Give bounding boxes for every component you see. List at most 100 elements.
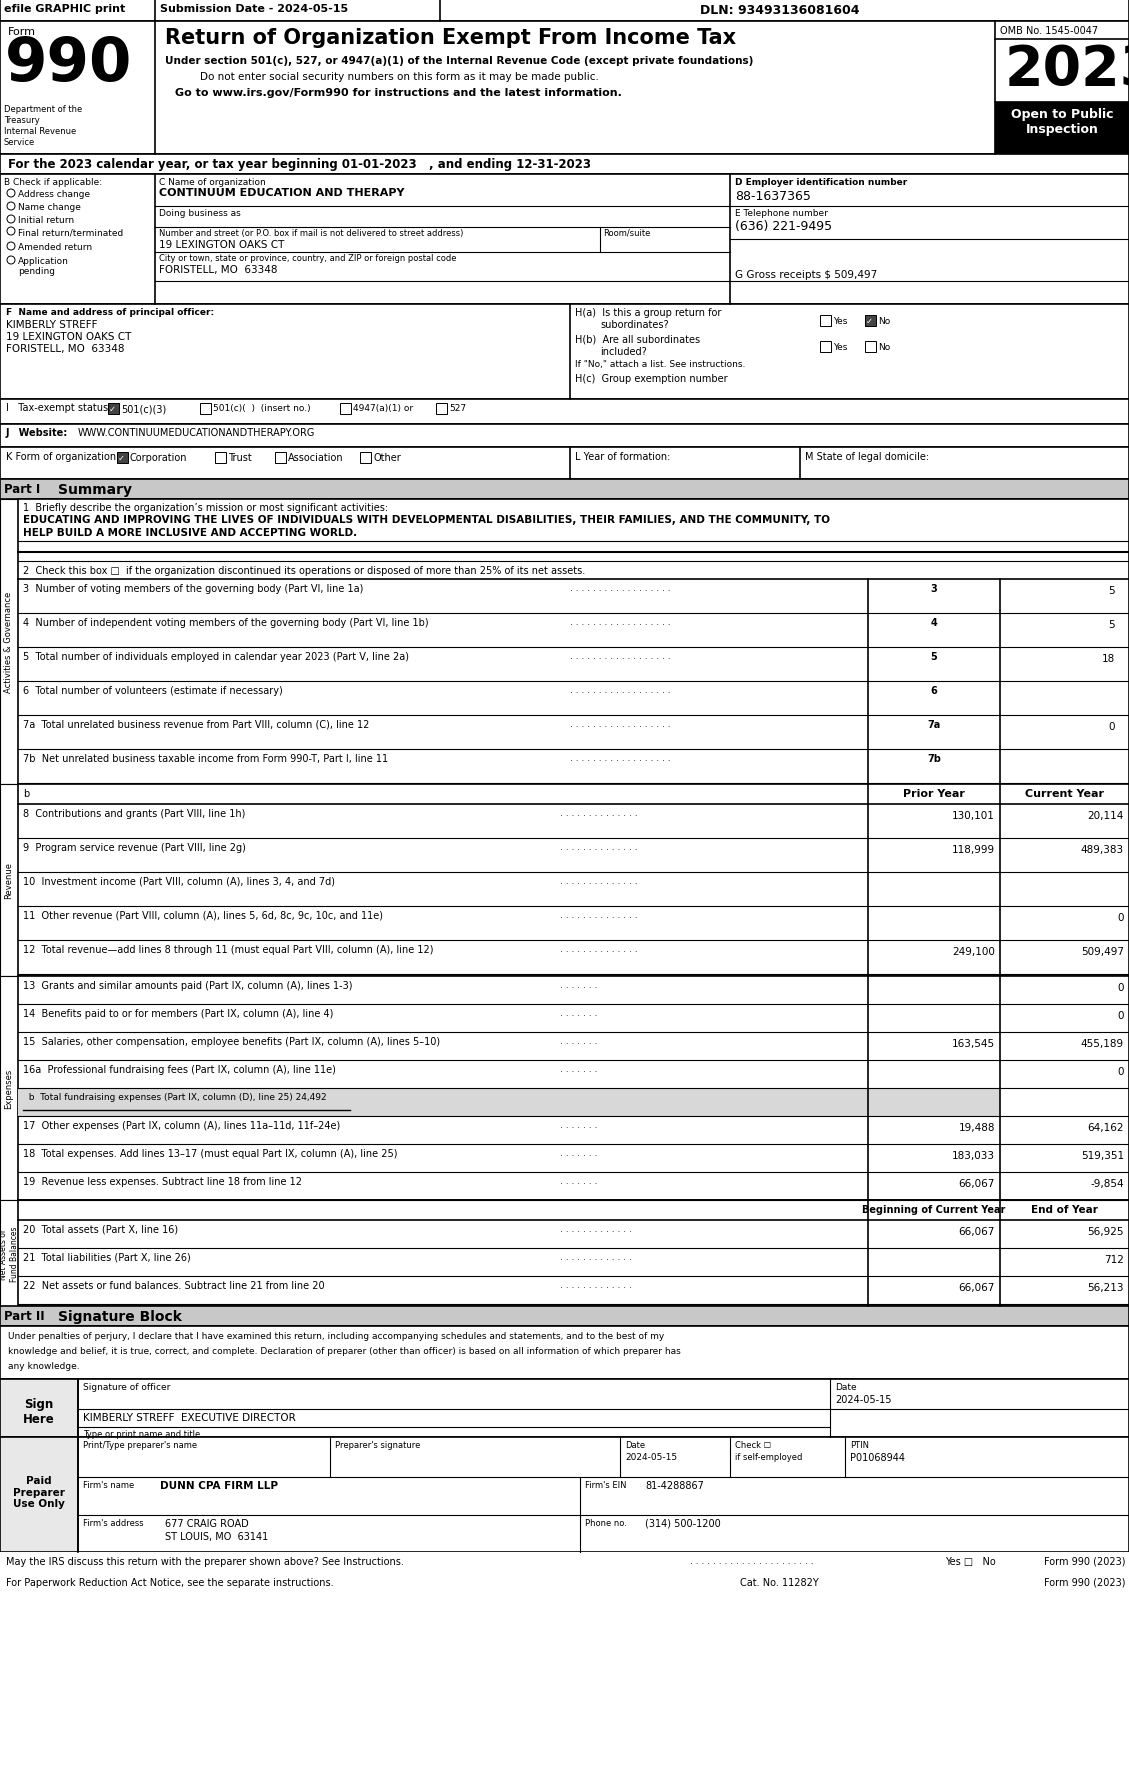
Text: Final return/terminated: Final return/terminated bbox=[18, 228, 123, 237]
Text: I   Tax-exempt status:: I Tax-exempt status: bbox=[6, 403, 112, 413]
Text: 990: 990 bbox=[5, 36, 132, 94]
Text: 56,925: 56,925 bbox=[1087, 1226, 1124, 1237]
Text: Application
pending: Application pending bbox=[18, 257, 69, 276]
Text: 7b: 7b bbox=[927, 754, 940, 763]
Text: any knowledge.: any knowledge. bbox=[8, 1361, 80, 1370]
Text: Number and street (or P.O. box if mail is not delivered to street address): Number and street (or P.O. box if mail i… bbox=[159, 228, 463, 237]
Text: 0: 0 bbox=[1109, 722, 1115, 732]
Text: 3  Number of voting members of the governing body (Part VI, line 1a): 3 Number of voting members of the govern… bbox=[23, 584, 364, 593]
Text: 0: 0 bbox=[1118, 982, 1124, 993]
Text: D Employer identification number: D Employer identification number bbox=[735, 178, 908, 187]
Text: PTIN: PTIN bbox=[850, 1440, 869, 1449]
Text: 12  Total revenue—add lines 8 through 11 (must equal Part VIII, column (A), line: 12 Total revenue—add lines 8 through 11 … bbox=[23, 944, 434, 955]
Text: 8  Contributions and grants (Part VIII, line 1h): 8 Contributions and grants (Part VIII, l… bbox=[23, 809, 245, 818]
Bar bbox=[0, 499, 18, 784]
Bar bbox=[18, 1089, 868, 1116]
Text: EDUCATING AND IMPROVING THE LIVES OF INDIVIDUALS WITH DEVELOPMENTAL DISABILITIES: EDUCATING AND IMPROVING THE LIVES OF IND… bbox=[23, 515, 830, 524]
Text: 118,999: 118,999 bbox=[952, 845, 995, 855]
Bar bbox=[995, 103, 1129, 155]
Text: . . . . . . . . . . . . . . . . . . . . . .: . . . . . . . . . . . . . . . . . . . . … bbox=[690, 1556, 814, 1565]
Bar bbox=[360, 453, 371, 463]
Text: Yes: Yes bbox=[833, 317, 848, 326]
Text: . . . . . . . . . . . . .: . . . . . . . . . . . . . bbox=[560, 1224, 632, 1233]
Bar bbox=[18, 1201, 1129, 1306]
Circle shape bbox=[7, 191, 15, 198]
Text: No: No bbox=[878, 317, 891, 326]
Text: Phone no.: Phone no. bbox=[585, 1518, 627, 1527]
Text: For Paperwork Reduction Act Notice, see the separate instructions.: For Paperwork Reduction Act Notice, see … bbox=[6, 1577, 334, 1588]
Bar bbox=[0, 1574, 1129, 1591]
Text: G Gross receipts $ 509,497: G Gross receipts $ 509,497 bbox=[735, 269, 877, 280]
Text: Address change: Address change bbox=[18, 191, 90, 200]
Bar bbox=[0, 1326, 1129, 1379]
Text: Corporation: Corporation bbox=[130, 453, 187, 463]
Text: 66,067: 66,067 bbox=[959, 1178, 995, 1189]
Bar bbox=[340, 405, 351, 415]
Text: Cat. No. 11282Y: Cat. No. 11282Y bbox=[739, 1577, 819, 1588]
Text: 16a  Professional fundraising fees (Part IX, column (A), line 11e): 16a Professional fundraising fees (Part … bbox=[23, 1064, 335, 1075]
Text: 14  Benefits paid to or for members (Part IX, column (A), line 4): 14 Benefits paid to or for members (Part… bbox=[23, 1009, 333, 1019]
Text: 7a  Total unrelated business revenue from Part VIII, column (C), line 12: 7a Total unrelated business revenue from… bbox=[23, 720, 369, 729]
Bar bbox=[0, 1438, 78, 1552]
Text: H(a)  Is this a group return for: H(a) Is this a group return for bbox=[575, 308, 721, 317]
Text: Activities & Governance: Activities & Governance bbox=[5, 592, 14, 693]
Text: Go to www.irs.gov/Form990 for instructions and the latest information.: Go to www.irs.gov/Form990 for instructio… bbox=[175, 87, 622, 98]
Text: Under penalties of perjury, I declare that I have examined this return, includin: Under penalties of perjury, I declare th… bbox=[8, 1331, 664, 1340]
Text: 2024-05-15: 2024-05-15 bbox=[835, 1394, 892, 1404]
Text: C Name of organization: C Name of organization bbox=[159, 178, 265, 187]
Text: 4  Number of independent voting members of the governing body (Part VI, line 1b): 4 Number of independent voting members o… bbox=[23, 618, 429, 627]
Text: Preparer's signature: Preparer's signature bbox=[335, 1440, 420, 1449]
Text: knowledge and belief, it is true, correct, and complete. Declaration of preparer: knowledge and belief, it is true, correc… bbox=[8, 1345, 681, 1356]
Bar bbox=[0, 305, 1129, 399]
Text: . . . . . . .: . . . . . . . bbox=[560, 1121, 597, 1130]
Text: 2024-05-15: 2024-05-15 bbox=[625, 1452, 677, 1461]
Text: Submission Date - 2024-05-15: Submission Date - 2024-05-15 bbox=[160, 4, 348, 14]
Bar bbox=[0, 155, 1129, 175]
Text: 88-1637365: 88-1637365 bbox=[735, 191, 811, 203]
Text: Treasury: Treasury bbox=[5, 116, 40, 125]
Text: 5: 5 bbox=[930, 652, 937, 661]
Text: b  Total fundraising expenses (Part IX, column (D), line 25) 24,492: b Total fundraising expenses (Part IX, c… bbox=[23, 1092, 326, 1101]
Text: 66,067: 66,067 bbox=[959, 1226, 995, 1237]
Text: Form 990 (2023): Form 990 (2023) bbox=[1043, 1577, 1124, 1588]
Text: 501(c)(  )  (insert no.): 501(c)( ) (insert no.) bbox=[213, 405, 310, 413]
Text: FORISTELL, MO  63348: FORISTELL, MO 63348 bbox=[6, 344, 124, 355]
Bar bbox=[0, 175, 1129, 305]
Text: 9  Program service revenue (Part VIII, line 2g): 9 Program service revenue (Part VIII, li… bbox=[23, 843, 246, 852]
Text: . . . . . . . . . . . . . . . . . .: . . . . . . . . . . . . . . . . . . bbox=[570, 618, 671, 627]
Bar bbox=[0, 1306, 1129, 1326]
Text: 0: 0 bbox=[1118, 912, 1124, 923]
Bar bbox=[0, 0, 1129, 21]
Bar bbox=[865, 342, 876, 353]
Text: 15  Salaries, other compensation, employee benefits (Part IX, column (A), lines : 15 Salaries, other compensation, employe… bbox=[23, 1037, 440, 1046]
Text: 7a: 7a bbox=[927, 720, 940, 729]
Text: No: No bbox=[878, 342, 891, 351]
Text: subordinates?: subordinates? bbox=[599, 319, 668, 330]
Text: KIMBERLY STREFF  EXECUTIVE DIRECTOR: KIMBERLY STREFF EXECUTIVE DIRECTOR bbox=[84, 1411, 296, 1422]
Text: Firm's address: Firm's address bbox=[84, 1518, 143, 1527]
Text: 0: 0 bbox=[1118, 1010, 1124, 1021]
Text: . . . . . . . . . . . . . .: . . . . . . . . . . . . . . bbox=[560, 944, 638, 953]
Bar bbox=[18, 499, 1129, 784]
Text: FORISTELL, MO  63348: FORISTELL, MO 63348 bbox=[159, 266, 278, 274]
Text: Date: Date bbox=[835, 1383, 857, 1392]
Text: 11  Other revenue (Part VIII, column (A), lines 5, 6d, 8c, 9c, 10c, and 11e): 11 Other revenue (Part VIII, column (A),… bbox=[23, 911, 383, 921]
Text: . . . . . . . . . . . . . .: . . . . . . . . . . . . . . bbox=[560, 911, 638, 920]
Text: 4: 4 bbox=[930, 618, 937, 627]
Text: 10  Investment income (Part VIII, column (A), lines 3, 4, and 7d): 10 Investment income (Part VIII, column … bbox=[23, 877, 335, 886]
Text: HELP BUILD A MORE INCLUSIVE AND ACCEPTING WORLD.: HELP BUILD A MORE INCLUSIVE AND ACCEPTIN… bbox=[23, 527, 357, 538]
Text: Name change: Name change bbox=[18, 203, 81, 212]
Text: 519,351: 519,351 bbox=[1080, 1151, 1124, 1160]
Text: L Year of formation:: L Year of formation: bbox=[575, 453, 671, 462]
Text: Yes □   No: Yes □ No bbox=[945, 1556, 996, 1566]
Text: Do not enter social security numbers on this form as it may be made public.: Do not enter social security numbers on … bbox=[200, 71, 598, 82]
Text: 81-4288867: 81-4288867 bbox=[645, 1481, 703, 1490]
Text: . . . . . . .: . . . . . . . bbox=[560, 1148, 597, 1157]
Text: . . . . . . .: . . . . . . . bbox=[560, 1037, 597, 1046]
Text: Date: Date bbox=[625, 1440, 645, 1449]
Text: KIMBERLY STREFF: KIMBERLY STREFF bbox=[6, 319, 97, 330]
Bar bbox=[18, 784, 1129, 977]
Text: F  Name and address of principal officer:: F Name and address of principal officer: bbox=[6, 308, 215, 317]
Text: End of Year: End of Year bbox=[1031, 1205, 1097, 1214]
Text: 509,497: 509,497 bbox=[1080, 946, 1124, 957]
